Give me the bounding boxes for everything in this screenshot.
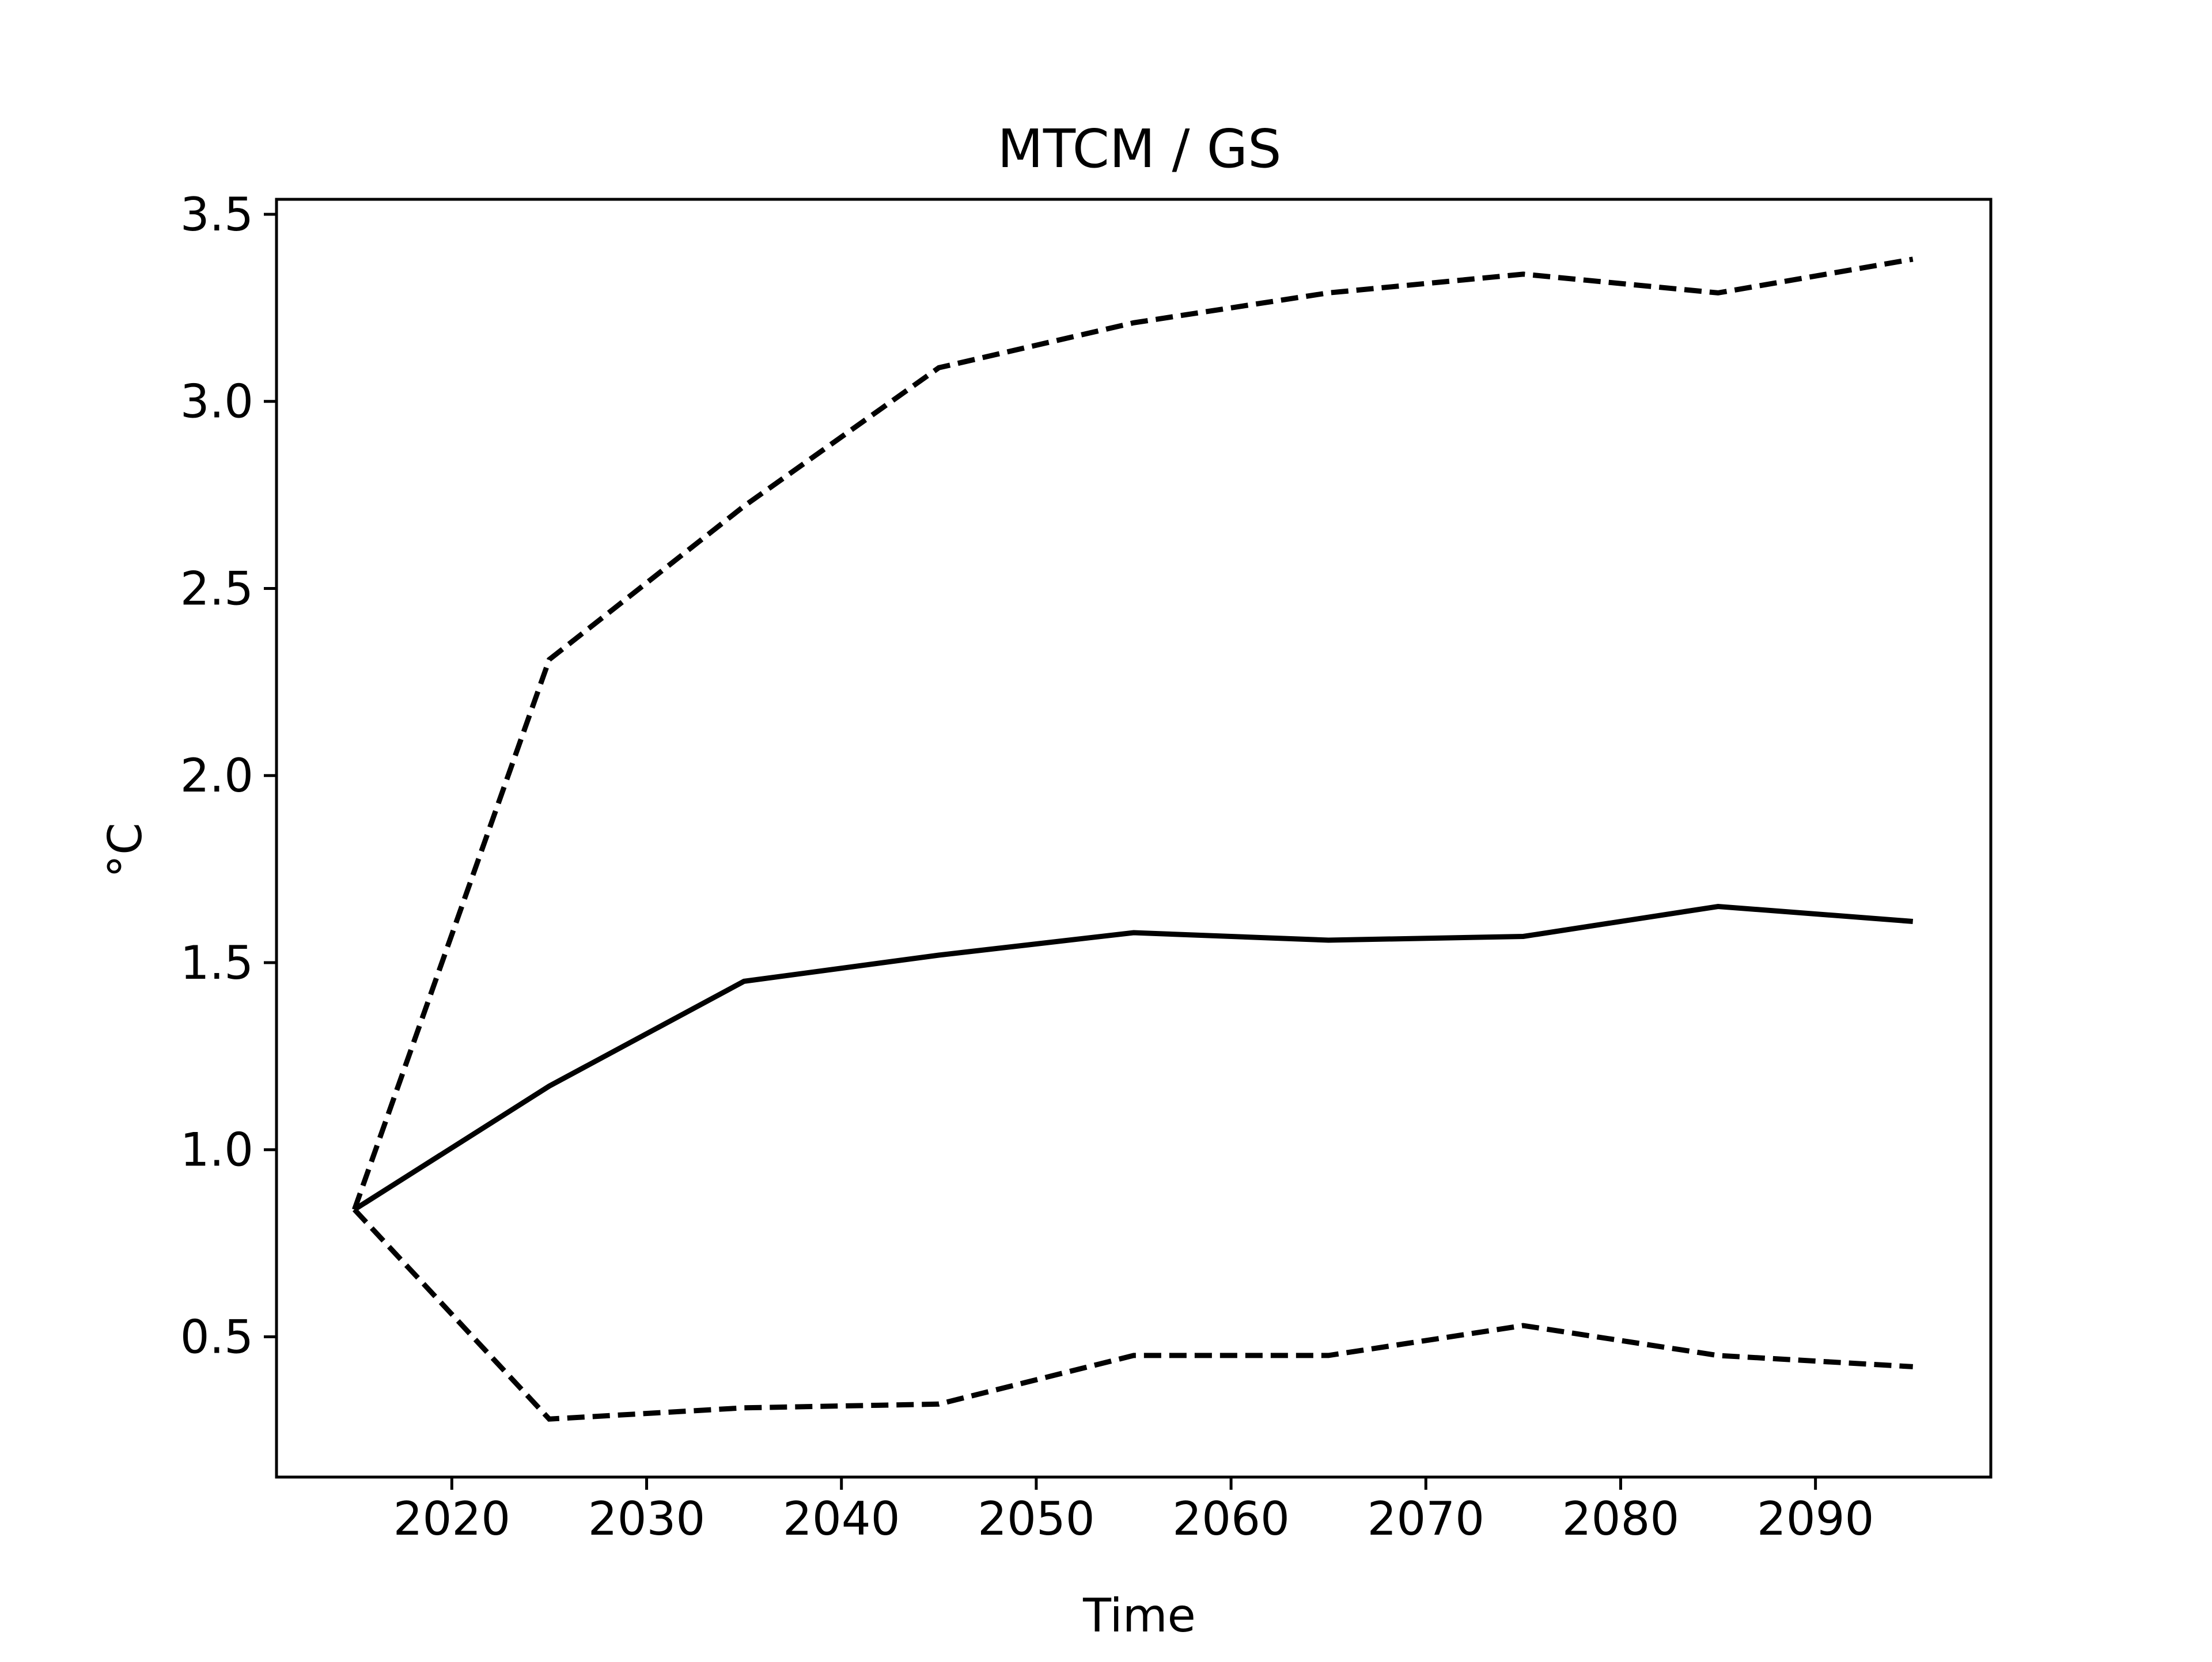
- series-layer: [352, 256, 1914, 1422]
- x-tick-label: 2040: [783, 1492, 900, 1546]
- x-tick-label: 2020: [393, 1492, 511, 1546]
- y-tick-label: 2.0: [180, 749, 253, 802]
- upper-bound-line: [352, 256, 1914, 1211]
- median-line: [353, 903, 1914, 1212]
- y-tick-label: 1.5: [180, 936, 253, 990]
- x-axis-label: Time: [1082, 1589, 1196, 1642]
- chart-title: MTCM / GS: [998, 118, 1282, 180]
- x-tick-label: 2030: [588, 1492, 706, 1546]
- y-tick-label: 1.0: [180, 1123, 253, 1177]
- x-tick-label: 2070: [1367, 1492, 1484, 1546]
- y-tick-label: 3.5: [180, 188, 253, 241]
- plot-area-frame: [275, 198, 1993, 1479]
- x-axis-ticks: 2020 2030 2040 2050 2060 2070 2080 2090: [393, 1477, 1874, 1546]
- lower-bound-line: [353, 1207, 1913, 1422]
- x-tick-label: 2050: [978, 1492, 1095, 1546]
- y-axis-label: °C: [99, 823, 152, 878]
- y-tick-label: 3.0: [180, 375, 253, 429]
- x-tick-label: 2060: [1172, 1492, 1290, 1546]
- y-tick-label: 0.5: [180, 1310, 253, 1364]
- x-tick-label: 2090: [1757, 1492, 1874, 1546]
- x-tick-label: 2080: [1562, 1492, 1680, 1546]
- y-tick-label: 2.5: [180, 562, 253, 615]
- y-axis-ticks: 0.5 1.0 1.5 2.0 2.5 3.0 3.5: [180, 188, 276, 1364]
